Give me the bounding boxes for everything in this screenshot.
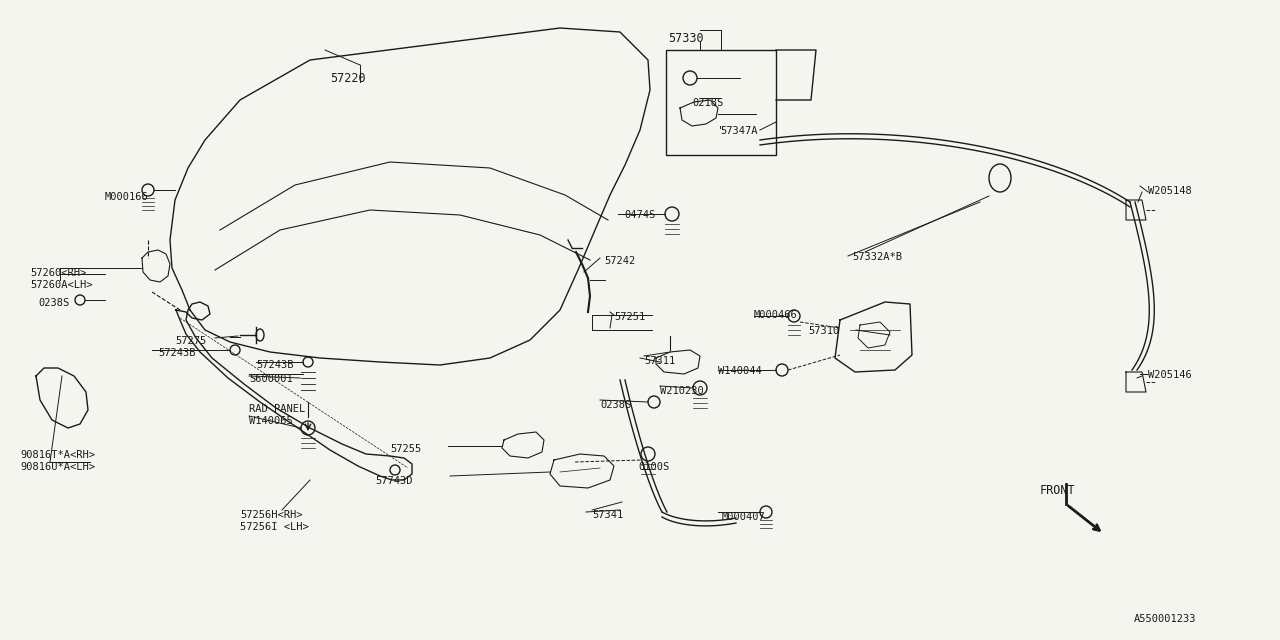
Text: 57260<RH>: 57260<RH> xyxy=(29,268,86,278)
Text: 57260A<LH>: 57260A<LH> xyxy=(29,280,92,290)
Text: 57255: 57255 xyxy=(390,444,421,454)
Text: W210230: W210230 xyxy=(660,386,704,396)
Text: 0218S: 0218S xyxy=(692,98,723,108)
Text: 90816T*A<RH>: 90816T*A<RH> xyxy=(20,450,95,460)
Text: S600001: S600001 xyxy=(250,374,293,384)
Text: 57332A*B: 57332A*B xyxy=(852,252,902,262)
Text: M000466: M000466 xyxy=(754,310,797,320)
Text: M000166: M000166 xyxy=(105,192,148,202)
Text: 57275: 57275 xyxy=(175,336,206,346)
Text: W205148: W205148 xyxy=(1148,186,1192,196)
Text: 57330: 57330 xyxy=(668,32,704,45)
Text: 0100S: 0100S xyxy=(637,462,669,472)
Text: A550001233: A550001233 xyxy=(1134,614,1197,624)
Text: W140065: W140065 xyxy=(250,416,293,426)
Text: 57243B: 57243B xyxy=(157,348,196,358)
Text: W140044: W140044 xyxy=(718,366,762,376)
Text: 57242: 57242 xyxy=(604,256,635,266)
Bar xyxy=(666,50,776,155)
Text: 0238S: 0238S xyxy=(38,298,69,308)
Text: 57256H<RH>: 57256H<RH> xyxy=(241,510,302,520)
Text: RAD PANEL: RAD PANEL xyxy=(250,404,305,414)
Text: 57310: 57310 xyxy=(808,326,840,336)
Text: M000407: M000407 xyxy=(722,512,765,522)
Text: 57341: 57341 xyxy=(591,510,623,520)
Text: 57220: 57220 xyxy=(330,72,366,85)
Text: 57347A: 57347A xyxy=(719,126,758,136)
Text: 57256I <LH>: 57256I <LH> xyxy=(241,522,308,532)
Text: 57311: 57311 xyxy=(644,356,676,366)
Text: 0238S: 0238S xyxy=(600,400,631,410)
Text: 0474S: 0474S xyxy=(625,210,655,220)
Text: 57743D: 57743D xyxy=(375,476,412,486)
Text: 57243B: 57243B xyxy=(256,360,293,370)
Text: W205146: W205146 xyxy=(1148,370,1192,380)
Text: FRONT: FRONT xyxy=(1039,484,1075,497)
Text: 90816U*A<LH>: 90816U*A<LH> xyxy=(20,462,95,472)
Text: 57251: 57251 xyxy=(614,312,645,322)
